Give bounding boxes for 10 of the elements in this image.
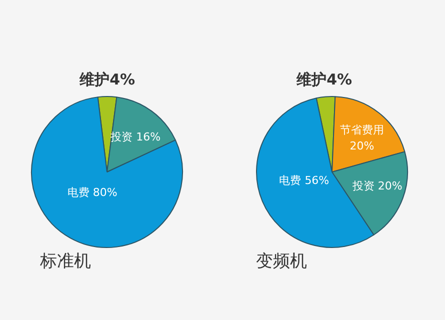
slice-label: 电费 56% <box>279 174 330 188</box>
slice-label: 投资 16% <box>110 130 161 144</box>
text: 变频机 <box>256 251 307 272</box>
slice-label: 节省费用 <box>340 124 384 137</box>
data-label: 20% <box>350 140 374 153</box>
text: 标准机 <box>39 251 91 272</box>
slice-label: 维护4% <box>78 70 136 88</box>
slice-label: 电费 80% <box>67 186 118 200</box>
slice-label: 投资 20% <box>351 180 402 193</box>
slice-label: 维护4% <box>296 70 352 89</box>
